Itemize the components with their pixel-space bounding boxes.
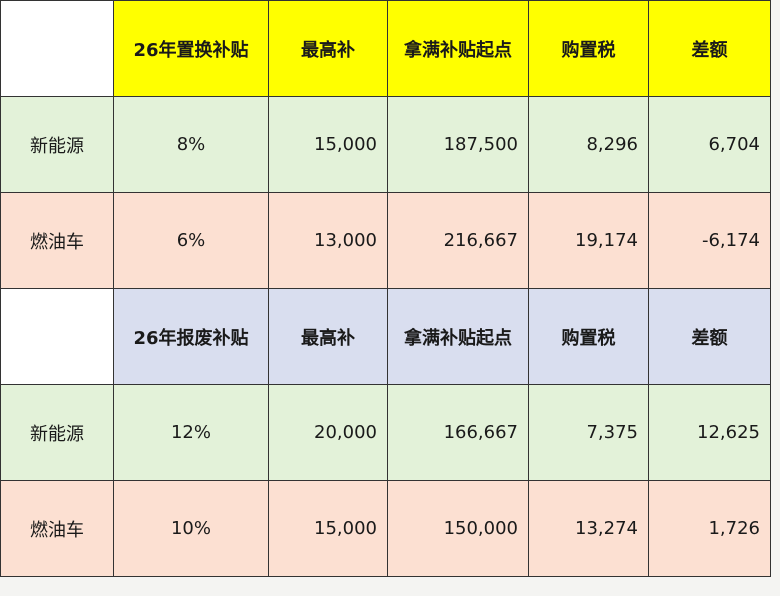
row-label: 新能源 (0, 96, 114, 193)
tax-cell: 13,274 (528, 480, 649, 577)
start-cell: 150,000 (387, 480, 529, 577)
diff-cell: 1,726 (648, 480, 771, 577)
header-row-scrappage: 26年报废补贴 最高补 拿满补贴起点 购置税 差额 (0, 288, 771, 385)
start-cell: 216,667 (387, 192, 529, 289)
header-cell: 拿满补贴起点 (387, 288, 529, 385)
header-cell: 26年报废补贴 (113, 288, 269, 385)
tax-cell: 8,296 (528, 96, 649, 193)
rate-cell: 6% (113, 192, 269, 289)
header-cell: 差额 (648, 288, 771, 385)
diff-cell: 12,625 (648, 384, 771, 481)
max-cell: 20,000 (268, 384, 388, 481)
corner-cell (0, 288, 114, 385)
start-cell: 166,667 (387, 384, 529, 481)
diff-cell: -6,174 (648, 192, 771, 289)
header-row-replacement: 26年置换补贴 最高补 拿满补贴起点 购置税 差额 (0, 0, 771, 97)
table-row: 燃油车 6% 13,000 216,667 19,174 -6,174 (0, 192, 771, 289)
header-cell: 最高补 (268, 0, 388, 97)
tax-cell: 19,174 (528, 192, 649, 289)
rate-cell: 10% (113, 480, 269, 577)
header-cell: 拿满补贴起点 (387, 0, 529, 97)
start-cell: 187,500 (387, 96, 529, 193)
rate-cell: 8% (113, 96, 269, 193)
header-cell: 购置税 (528, 0, 649, 97)
table-row: 新能源 12% 20,000 166,667 7,375 12,625 (0, 384, 771, 481)
header-cell: 差额 (648, 0, 771, 97)
subsidy-table: 26年置换补贴 最高补 拿满补贴起点 购置税 差额 新能源 8% 15,000 … (0, 0, 771, 577)
max-cell: 13,000 (268, 192, 388, 289)
row-label: 燃油车 (0, 480, 114, 577)
max-cell: 15,000 (268, 96, 388, 193)
max-cell: 15,000 (268, 480, 388, 577)
header-cell: 26年置换补贴 (113, 0, 269, 97)
rate-cell: 12% (113, 384, 269, 481)
row-label: 新能源 (0, 384, 114, 481)
diff-cell: 6,704 (648, 96, 771, 193)
corner-cell (0, 0, 114, 97)
header-cell: 最高补 (268, 288, 388, 385)
row-label: 燃油车 (0, 192, 114, 289)
tax-cell: 7,375 (528, 384, 649, 481)
header-cell: 购置税 (528, 288, 649, 385)
table-row: 燃油车 10% 15,000 150,000 13,274 1,726 (0, 480, 771, 577)
table-row: 新能源 8% 15,000 187,500 8,296 6,704 (0, 96, 771, 193)
